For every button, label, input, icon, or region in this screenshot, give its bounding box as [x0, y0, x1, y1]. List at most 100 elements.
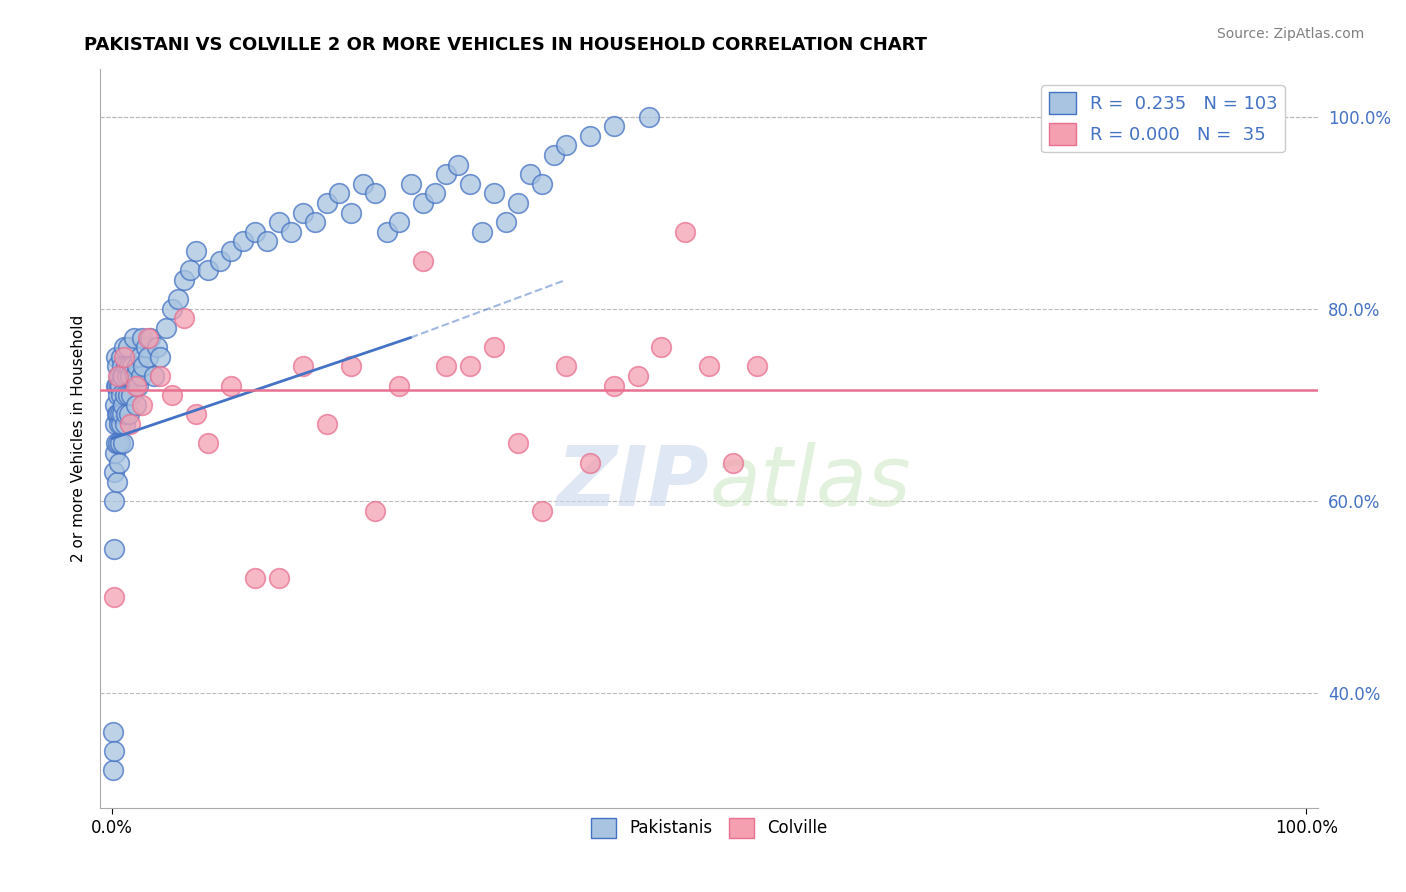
Point — [232, 235, 254, 249]
Point — [125, 398, 148, 412]
Point — [436, 167, 458, 181]
Point — [423, 186, 446, 201]
Point — [105, 350, 128, 364]
Point — [107, 388, 129, 402]
Point — [131, 330, 153, 344]
Point — [280, 225, 302, 239]
Text: atlas: atlas — [709, 442, 911, 524]
Point — [111, 359, 134, 374]
Point — [146, 340, 169, 354]
Point — [127, 378, 149, 392]
Point — [103, 494, 125, 508]
Point — [149, 369, 172, 384]
Point — [745, 359, 768, 374]
Point — [697, 359, 720, 374]
Point — [316, 196, 339, 211]
Point — [111, 369, 134, 384]
Point — [131, 398, 153, 412]
Point — [340, 205, 363, 219]
Point — [125, 378, 148, 392]
Point — [519, 167, 541, 181]
Point — [340, 359, 363, 374]
Point — [149, 350, 172, 364]
Point — [108, 378, 131, 392]
Point — [107, 369, 129, 384]
Point — [388, 378, 411, 392]
Point — [412, 253, 434, 268]
Point — [543, 148, 565, 162]
Point — [673, 225, 696, 239]
Point — [530, 503, 553, 517]
Point — [108, 456, 131, 470]
Point — [129, 369, 152, 384]
Point — [197, 436, 219, 450]
Point — [184, 408, 207, 422]
Point — [471, 225, 494, 239]
Point — [101, 763, 124, 777]
Point — [112, 340, 135, 354]
Point — [104, 378, 127, 392]
Legend: Pakistanis, Colville: Pakistanis, Colville — [583, 811, 834, 845]
Point — [160, 301, 183, 316]
Point — [602, 378, 624, 392]
Point — [364, 186, 387, 201]
Point — [578, 456, 600, 470]
Point — [484, 186, 506, 201]
Point — [160, 388, 183, 402]
Point — [412, 196, 434, 211]
Point — [111, 408, 134, 422]
Point — [108, 408, 131, 422]
Point — [118, 369, 141, 384]
Point — [110, 378, 132, 392]
Point — [128, 350, 150, 364]
Point — [197, 263, 219, 277]
Point — [112, 350, 135, 364]
Point — [292, 359, 315, 374]
Point — [110, 388, 132, 402]
Point — [120, 388, 142, 402]
Point — [155, 321, 177, 335]
Point — [447, 158, 470, 172]
Point — [508, 436, 530, 450]
Point — [118, 417, 141, 431]
Point — [105, 408, 128, 422]
Point — [352, 177, 374, 191]
Point — [142, 369, 165, 384]
Point — [184, 244, 207, 259]
Point — [114, 417, 136, 431]
Point — [530, 177, 553, 191]
Text: ZIP: ZIP — [557, 442, 709, 524]
Point — [269, 571, 291, 585]
Point — [118, 359, 141, 374]
Point — [134, 340, 156, 354]
Point — [166, 292, 188, 306]
Point — [115, 408, 138, 422]
Point — [111, 398, 134, 412]
Point — [110, 350, 132, 364]
Point — [132, 359, 155, 374]
Point — [578, 128, 600, 143]
Point — [107, 408, 129, 422]
Point — [221, 378, 243, 392]
Point — [436, 359, 458, 374]
Point — [108, 417, 131, 431]
Point — [626, 369, 648, 384]
Point — [101, 724, 124, 739]
Point — [112, 369, 135, 384]
Point — [107, 475, 129, 489]
Point — [221, 244, 243, 259]
Point — [554, 359, 576, 374]
Point — [388, 215, 411, 229]
Point — [103, 465, 125, 479]
Point — [269, 215, 291, 229]
Point — [114, 388, 136, 402]
Point — [122, 330, 145, 344]
Point — [375, 225, 398, 239]
Point — [245, 225, 267, 239]
Point — [103, 541, 125, 556]
Y-axis label: 2 or more Vehicles in Household: 2 or more Vehicles in Household — [72, 315, 86, 562]
Text: Source: ZipAtlas.com: Source: ZipAtlas.com — [1216, 27, 1364, 41]
Point — [105, 378, 128, 392]
Point — [208, 253, 231, 268]
Point — [484, 340, 506, 354]
